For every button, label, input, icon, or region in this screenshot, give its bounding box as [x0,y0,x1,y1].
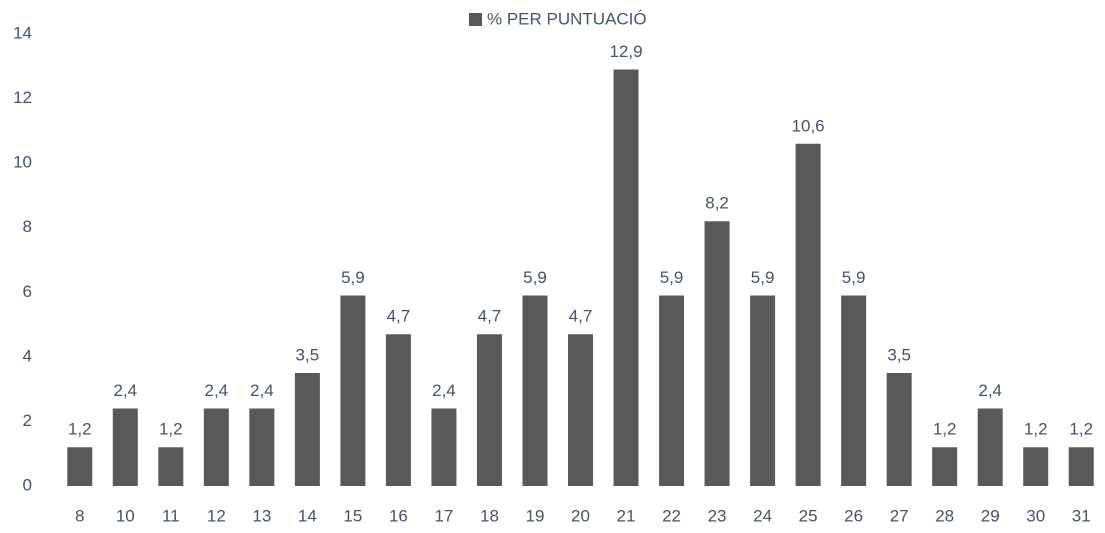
bar [977,408,1003,486]
value-label: 2,4 [250,381,274,400]
value-label: 5,9 [660,268,684,287]
y-tick-label: 0 [23,475,32,494]
x-tick-label: 14 [298,506,317,525]
value-label: 10,6 [792,116,825,135]
x-tick-label: 8 [75,506,84,525]
value-label: 4,7 [569,307,593,326]
bar [522,295,548,486]
value-label: 1,2 [933,420,957,439]
value-label: 2,4 [205,381,229,400]
legend-label: % PER PUNTUACIÓ [487,9,647,28]
value-label: 3,5 [887,345,911,364]
bar [476,334,502,486]
value-label: 5,9 [341,268,365,287]
value-label: 5,9 [523,268,547,287]
x-tick-label: 12 [207,506,226,525]
x-tick-label: 31 [1072,506,1091,525]
bar [249,408,275,486]
bar [431,408,457,486]
y-tick-label: 6 [23,282,32,301]
x-tick-label: 25 [799,506,818,525]
bar [932,447,958,486]
value-label: 3,5 [296,345,320,364]
bar [613,69,639,486]
x-tick-label: 27 [890,506,909,525]
value-label: 1,2 [159,420,183,439]
x-tick-label: 13 [252,506,271,525]
value-label: 4,7 [387,307,411,326]
bar [294,373,320,486]
x-tick-label: 26 [844,506,863,525]
x-tick-label: 21 [617,506,636,525]
y-tick-label: 14 [13,23,32,42]
x-tick-label: 16 [389,506,408,525]
x-tick-label: 24 [753,506,772,525]
bar [886,373,912,486]
value-label: 1,2 [1069,420,1093,439]
x-tick-label: 29 [981,506,1000,525]
bar [704,221,730,486]
value-label: 5,9 [751,268,775,287]
x-tick-label: 11 [162,506,180,525]
value-label: 2,4 [432,381,456,400]
x-tick-label: 22 [662,506,681,525]
bar [795,143,821,486]
y-tick-label: 12 [13,88,32,107]
bar [659,295,685,486]
bar [1023,447,1049,486]
x-tick-label: 23 [708,506,727,525]
legend-swatch [469,13,482,26]
value-label: 8,2 [705,194,729,213]
y-tick-label: 2 [23,411,32,430]
x-tick-label: 20 [571,506,590,525]
bar [340,295,366,486]
bar [385,334,411,486]
y-tick-label: 10 [13,153,32,172]
value-label: 4,7 [478,307,502,326]
x-tick-label: 15 [343,506,362,525]
x-tick-label: 28 [935,506,954,525]
y-tick-label: 4 [23,346,32,365]
bar [67,447,93,486]
x-tick-label: 17 [434,506,453,525]
y-tick-label: 8 [23,217,32,236]
bar [568,334,593,486]
bar [1068,447,1094,486]
value-label: 2,4 [978,381,1002,400]
x-tick-label: 19 [526,506,545,525]
x-tick-label: 30 [1026,506,1045,525]
bar [203,408,229,486]
value-label: 1,2 [68,420,92,439]
bar [750,295,776,486]
bar [158,447,184,486]
bar [841,295,867,486]
value-label: 2,4 [113,381,137,400]
bar [112,408,138,486]
value-label: 1,2 [1024,420,1048,439]
value-label: 5,9 [842,268,866,287]
value-label: 12,9 [609,42,642,61]
x-tick-label: 10 [116,506,135,525]
x-tick-label: 18 [480,506,499,525]
